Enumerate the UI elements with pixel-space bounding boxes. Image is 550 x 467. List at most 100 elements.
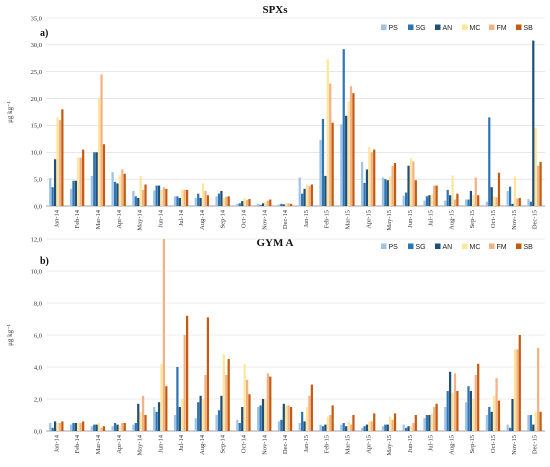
x-tick-label: Jun-15 bbox=[407, 210, 414, 228]
y-tick-label: 2,0 bbox=[34, 396, 42, 403]
bar-fm bbox=[121, 169, 124, 206]
bar-sb bbox=[102, 426, 106, 431]
bar-an bbox=[324, 175, 327, 206]
legend-swatch-an bbox=[435, 24, 441, 30]
legend-swatch-mc bbox=[462, 24, 468, 30]
bar-sg bbox=[217, 193, 221, 206]
bar-ps bbox=[132, 424, 135, 431]
bar-ps bbox=[69, 188, 73, 206]
x-tick-label: Apr-15 bbox=[365, 435, 372, 454]
bar-sb bbox=[186, 189, 189, 206]
bar-sg bbox=[72, 423, 75, 431]
bar-an bbox=[345, 426, 348, 431]
x-tick-label: Apr-14 bbox=[116, 434, 123, 453]
bar-mc bbox=[56, 117, 59, 206]
bar-an bbox=[449, 195, 452, 206]
bar-mc bbox=[389, 416, 392, 431]
bar-ps bbox=[423, 200, 426, 206]
bar-fm bbox=[329, 83, 332, 206]
bar-fm bbox=[100, 427, 103, 431]
bar-sb bbox=[414, 415, 417, 431]
bar-an bbox=[407, 165, 410, 206]
bar-sb bbox=[393, 413, 397, 431]
bar-mc bbox=[493, 395, 496, 431]
bar-sg bbox=[155, 411, 158, 431]
bar-mc bbox=[97, 423, 101, 431]
bar-sg bbox=[197, 193, 200, 206]
bar-sb bbox=[186, 315, 189, 431]
bar-fm bbox=[391, 165, 394, 206]
x-tick-label: Mar-14 bbox=[95, 434, 102, 454]
x-tick-label: Apr-14 bbox=[116, 209, 123, 228]
bar-an bbox=[74, 423, 77, 431]
bar-ps bbox=[215, 196, 218, 206]
x-tick-label: Sep-15 bbox=[469, 210, 476, 228]
bar-sb bbox=[414, 180, 417, 206]
bar-sg bbox=[446, 189, 449, 206]
bar-mc bbox=[513, 349, 517, 431]
bar-mc bbox=[347, 421, 350, 431]
bar-sg bbox=[425, 196, 429, 206]
bar-an bbox=[157, 185, 161, 206]
bar-ps bbox=[485, 201, 488, 206]
bar-sb bbox=[206, 317, 210, 431]
x-tick-label: Feb-15 bbox=[324, 210, 331, 228]
legend-label-an: AN bbox=[443, 244, 453, 251]
x-tick-label: Dec-15 bbox=[532, 435, 539, 454]
bar-mc bbox=[347, 101, 350, 206]
bar-fm bbox=[453, 199, 457, 206]
bar-fm bbox=[141, 395, 145, 431]
bar-sb bbox=[518, 335, 521, 431]
legend-label-sb: SB bbox=[524, 25, 534, 32]
bar-ps bbox=[277, 204, 281, 206]
bar-mc bbox=[243, 363, 246, 431]
x-tick-label: Sep-15 bbox=[469, 435, 476, 453]
y-tick-label: 20,0 bbox=[31, 96, 42, 103]
x-tick-label: Oct-14 bbox=[241, 209, 248, 228]
bar-mc bbox=[77, 423, 80, 431]
bar-fm bbox=[162, 187, 166, 206]
bar-an bbox=[241, 201, 244, 206]
bar-ps bbox=[381, 177, 385, 206]
bar-sg bbox=[508, 186, 512, 206]
y-tick-label: 8,0 bbox=[34, 300, 42, 307]
bar-sb bbox=[477, 195, 480, 206]
bar-an bbox=[116, 424, 119, 431]
bar-an bbox=[261, 399, 265, 431]
bar-sb bbox=[435, 403, 438, 431]
bar-sb bbox=[123, 173, 126, 206]
bar-ps bbox=[464, 402, 468, 431]
bar-mc bbox=[160, 189, 163, 206]
legend-label-sb: SB bbox=[524, 244, 534, 251]
bar-sg bbox=[446, 391, 449, 431]
legend-swatch-fm bbox=[489, 24, 495, 30]
bar-mc bbox=[305, 184, 309, 206]
bar-an bbox=[199, 197, 202, 206]
bar-ps bbox=[90, 175, 93, 206]
bar-sb bbox=[456, 391, 459, 431]
y-tick-label: 10,0 bbox=[31, 268, 42, 275]
bar-mc bbox=[243, 197, 246, 206]
bar-mc bbox=[77, 157, 80, 206]
bar-mc bbox=[326, 416, 329, 431]
bar-mc bbox=[56, 423, 59, 431]
bar-ps bbox=[69, 424, 73, 431]
bar-sg bbox=[259, 405, 262, 431]
bar-sg bbox=[342, 49, 345, 207]
bar-an bbox=[365, 169, 369, 206]
bar-sg bbox=[321, 426, 325, 431]
bar-sg bbox=[363, 426, 366, 431]
bar-ps bbox=[444, 407, 447, 431]
bar-mc bbox=[139, 175, 142, 206]
bar-ps bbox=[111, 172, 114, 206]
bar-mc bbox=[430, 413, 433, 431]
bar-sb bbox=[289, 203, 293, 206]
bar-mc bbox=[264, 399, 267, 431]
bar-an bbox=[449, 371, 452, 431]
bar-sg bbox=[405, 192, 408, 206]
bar-sg bbox=[529, 201, 532, 206]
bar-sb bbox=[61, 421, 64, 431]
bar-sg bbox=[384, 179, 387, 206]
bar-sb bbox=[123, 423, 126, 431]
